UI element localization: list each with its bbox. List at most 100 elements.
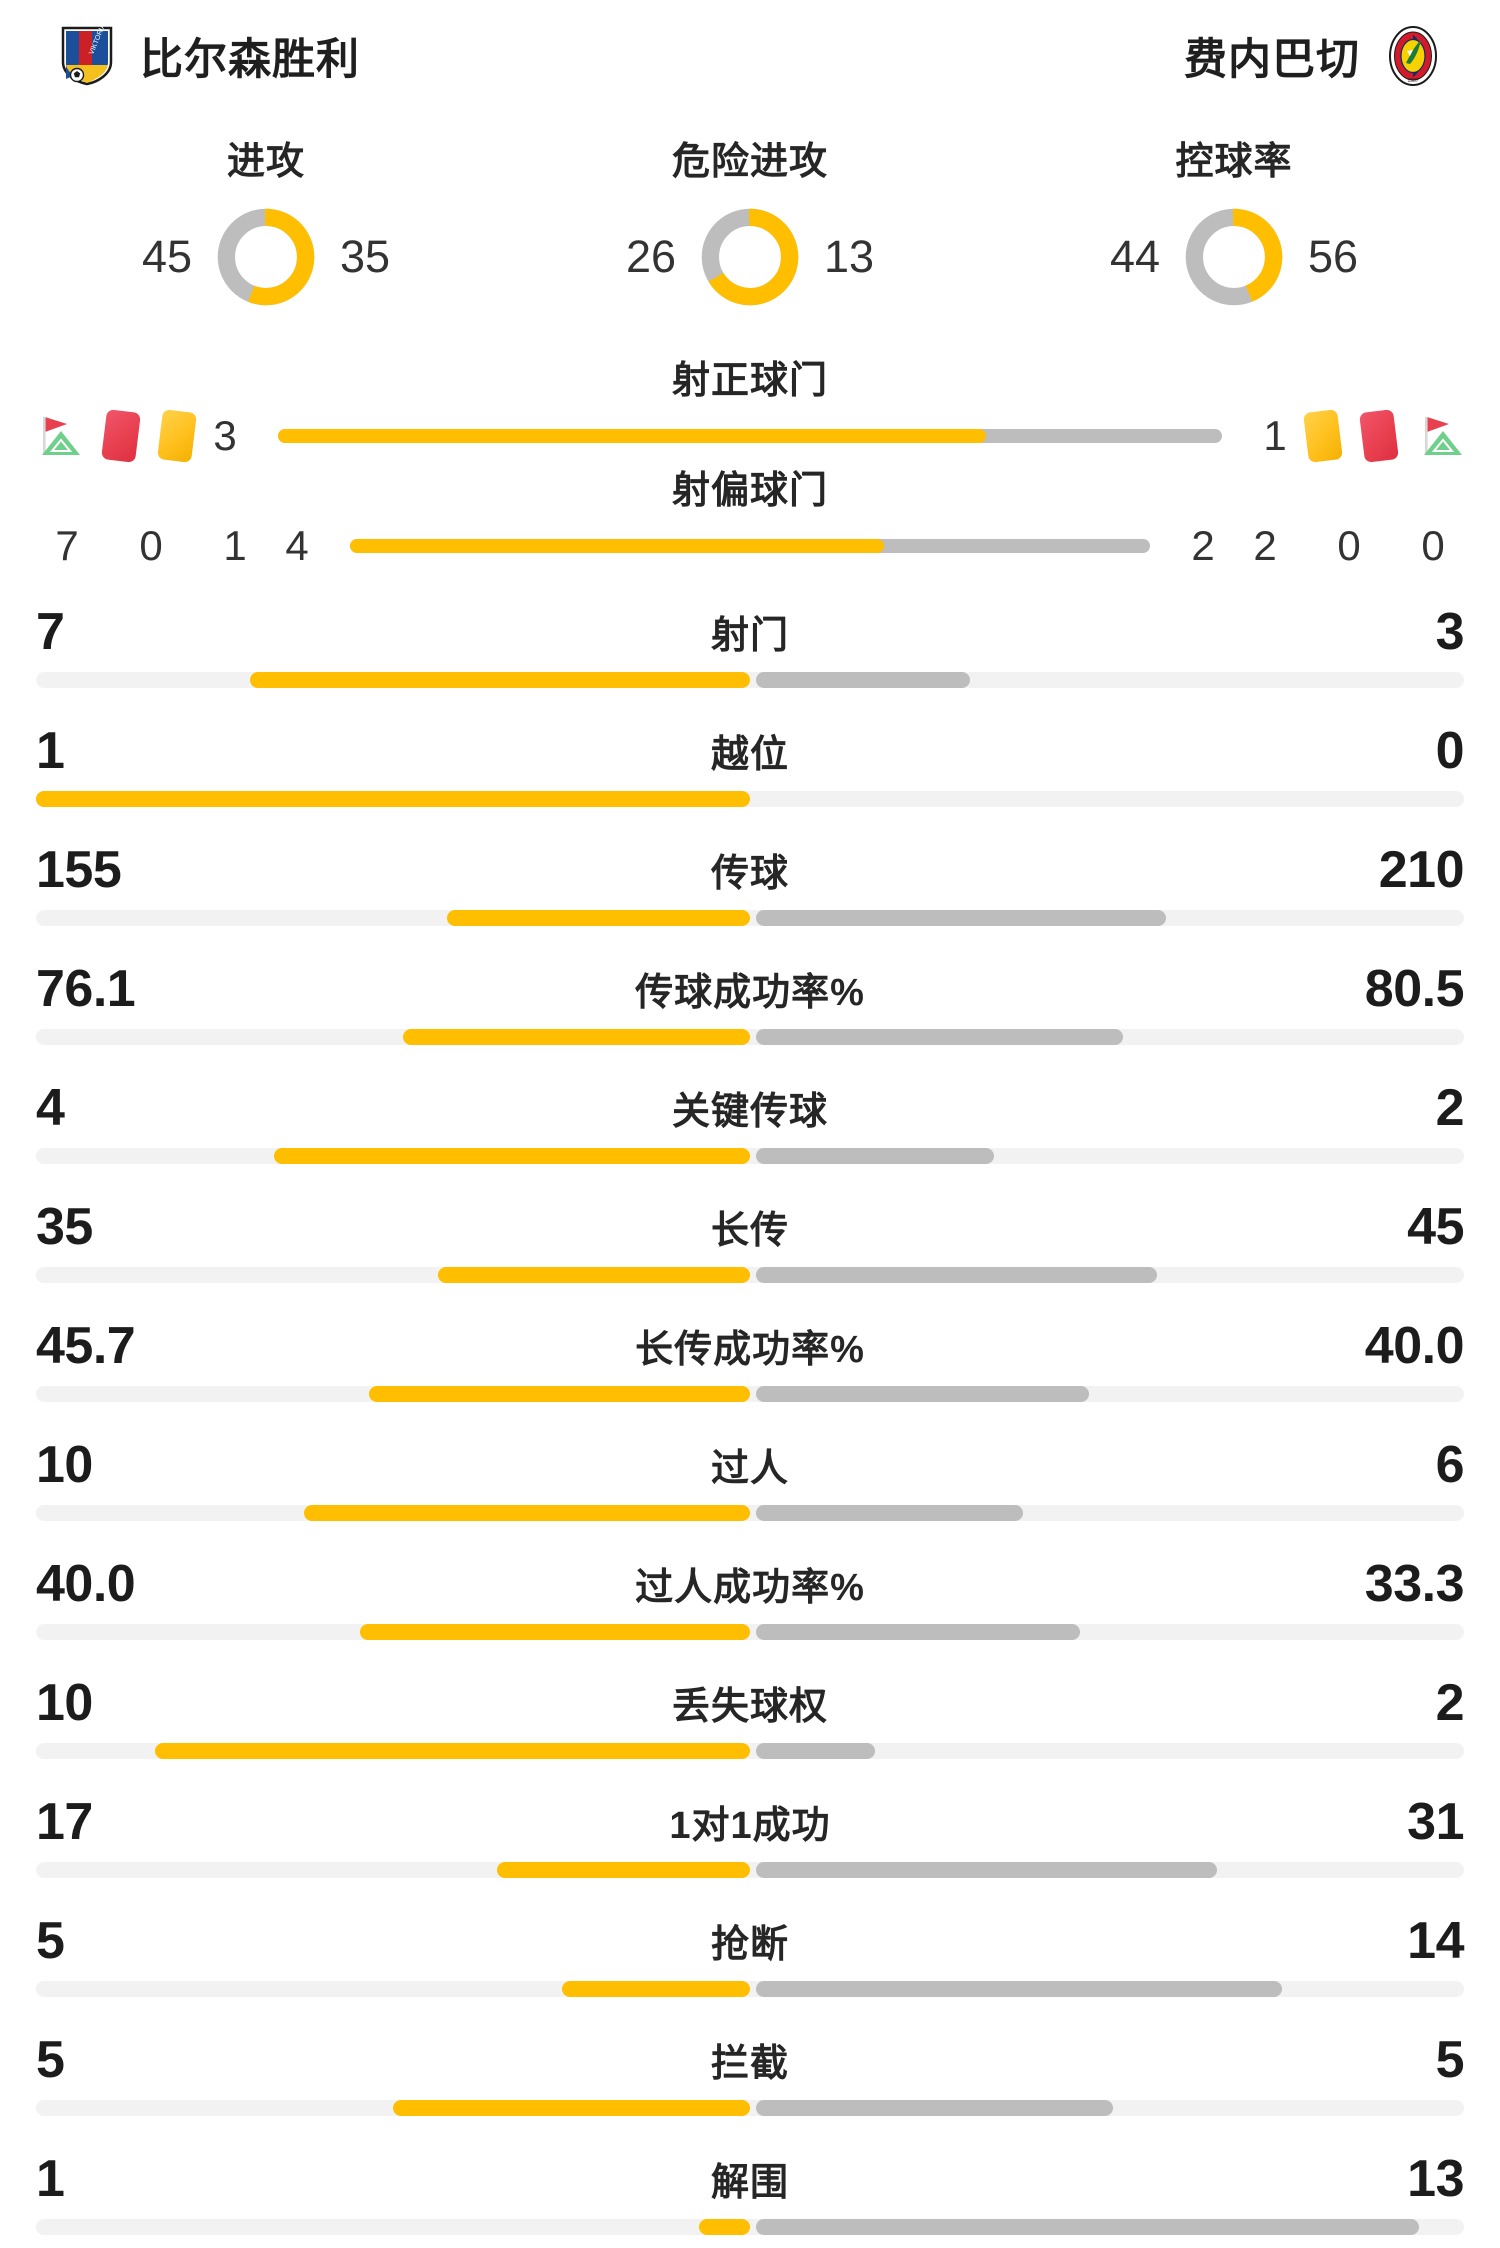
match-header: VIKTORIA 比尔森胜利 费内巴切 1907 — [0, 0, 1500, 112]
stat-bar-home-segment — [562, 1981, 750, 1997]
shots-on-target-away-value: 1 — [1263, 412, 1287, 459]
donut-home-value-dangerous-attacks: 26 — [625, 231, 676, 282]
home-red-cards-count: 0 — [139, 522, 163, 569]
stat-row-header: 5 抢断 14 — [36, 1891, 1465, 1970]
stat-bar-away-segment — [755, 1029, 1123, 1045]
shots-on-target-bar — [278, 429, 1222, 443]
stat-away-value: 2 — [1435, 1674, 1465, 1732]
away-team-block: 费内巴切 1907 — [1184, 25, 1440, 87]
stat-bar-away-segment — [755, 1148, 994, 1164]
stat-row-header: 76.1 传球成功率% 80.5 — [36, 939, 1465, 1018]
away-discipline-counts: 2 0 0 — [1234, 522, 1464, 570]
home-team-name: 比尔森胜利 — [140, 36, 360, 84]
shots-on-target-label: 射正球门 — [671, 360, 828, 402]
stat-home-value: 1 — [36, 2150, 65, 2208]
away-yellow-cards-count: 2 — [1253, 522, 1277, 569]
stat-home-value: 4 — [36, 1079, 65, 1137]
stat-home-value: 45.7 — [36, 1317, 136, 1375]
stat-bar-track — [36, 1029, 1464, 1045]
shots-off-target-home-value: 4 — [285, 522, 309, 569]
stat-away-value: 2 — [1435, 1079, 1465, 1137]
donut-title-dangerous-attacks: 危险进攻 — [671, 141, 828, 183]
stat-bar-home-segment — [699, 2219, 750, 2235]
corner-flag-icon — [1424, 417, 1462, 455]
red-card-icon — [101, 409, 141, 463]
stat-bar-track — [36, 1981, 1464, 1997]
stat-bar-track — [36, 1624, 1464, 1640]
stat-bar-home-segment — [274, 1148, 750, 1164]
stat-bar-away-segment — [755, 1981, 1282, 1997]
stat-away-value: 0 — [1435, 722, 1465, 780]
stat-label: 射门 — [710, 615, 789, 657]
donut-chart-attacks — [217, 208, 315, 306]
stat-away-value: 5 — [1435, 2031, 1465, 2089]
stat-bar-track — [36, 1267, 1464, 1283]
stat-home-value: 35 — [36, 1198, 93, 1256]
stat-home-value: 5 — [36, 1912, 65, 1970]
donut-summary-row: 进攻 45 35 危险进攻 26 13 控球率 44 — [0, 112, 1500, 362]
stat-row: 76.1 传球成功率% 80.5 — [36, 939, 1465, 1058]
stat-row: 1 解围 13 — [36, 2129, 1465, 2248]
stat-row-header: 17 1对1成功 31 — [36, 1772, 1465, 1848]
stat-row: 1 越位 0 — [36, 701, 1465, 820]
donut-away-value-possession: 56 — [1308, 231, 1359, 282]
stat-away-value: 13 — [1407, 2150, 1464, 2208]
shots-off-target-bar — [350, 539, 1150, 553]
donut-home-value-possession: 44 — [1109, 231, 1160, 282]
stat-bar-home-segment — [369, 1386, 750, 1402]
stat-home-value: 10 — [36, 1436, 93, 1494]
stat-row-header: 5 拦截 5 — [36, 2010, 1465, 2089]
shots-on-target-line: 3 1 — [36, 400, 1464, 472]
stat-label: 丢失球权 — [671, 1686, 828, 1728]
stat-bar-home-segment — [250, 672, 750, 688]
stat-bar-track — [36, 1743, 1464, 1759]
stat-bar-home-segment — [497, 1862, 750, 1878]
stat-home-value: 155 — [36, 841, 122, 899]
stat-label: 传球 — [710, 853, 789, 895]
stat-row: 155 传球 210 — [36, 820, 1465, 939]
stat-home-value: 76.1 — [36, 960, 136, 1018]
stat-row: 4 关键传球 2 — [36, 1058, 1465, 1177]
stat-label: 越位 — [710, 734, 789, 776]
svg-text:1907: 1907 — [1407, 78, 1418, 84]
stat-label: 过人成功率% — [635, 1567, 865, 1609]
stat-away-value: 210 — [1378, 841, 1465, 899]
stat-bar-away-segment — [755, 910, 1167, 926]
stat-bar-track — [36, 2219, 1464, 2235]
stat-row-header: 7 射门 3 — [36, 582, 1465, 658]
stat-row-header: 10 过人 6 — [36, 1415, 1465, 1494]
stat-label: 解围 — [710, 2162, 789, 2204]
stat-label: 关键传球 — [671, 1091, 828, 1133]
stat-bar-home-segment — [393, 2100, 750, 2116]
stat-row: 45.7 长传成功率% 40.0 — [36, 1296, 1465, 1415]
stat-bar-track — [36, 1862, 1464, 1878]
home-corners-count: 7 — [55, 522, 79, 569]
stat-bar-track — [36, 910, 1464, 926]
away-team-name: 费内巴切 — [1184, 36, 1360, 84]
stat-label: 1对1成功 — [669, 1805, 831, 1847]
stat-bar-away-segment — [755, 2100, 1113, 2116]
yellow-card-icon — [1303, 409, 1343, 463]
stat-bar-track — [36, 1148, 1464, 1164]
shots-off-target-away-value: 2 — [1191, 522, 1215, 569]
stat-row-header: 10 丢失球权 2 — [36, 1653, 1465, 1732]
home-discipline-icons — [36, 409, 197, 463]
stat-row: 5 拦截 5 — [36, 2010, 1465, 2129]
stat-row-header: 1 越位 0 — [36, 701, 1465, 780]
donut-attacks: 45 35 — [126, 205, 406, 309]
donut-cell-possession: 控球率 44 56 — [992, 112, 1476, 362]
donut-cell-dangerous-attacks: 危险进攻 26 13 — [508, 112, 992, 362]
donut-home-value-attacks: 45 — [141, 231, 192, 282]
stat-label: 拦截 — [710, 2043, 789, 2085]
stat-bar-away-segment — [755, 672, 970, 688]
stat-row: 35 长传 45 — [36, 1177, 1465, 1296]
discipline-and-shots-block: 射正球门 3 1 射偏球门 — [0, 362, 1500, 582]
stat-bar-away-segment — [755, 2219, 1419, 2235]
home-discipline-counts: 7 0 1 — [36, 522, 266, 570]
stat-bar-away-segment — [755, 1624, 1081, 1640]
stats-list: 7 射门 3 1 越位 0 155 传球 210 76.1 传球成功率% 80.5 4 关键传球 2 35 长传… — [0, 582, 1500, 2248]
stat-away-value: 14 — [1407, 1912, 1464, 1970]
stat-row-header: 1 解围 13 — [36, 2129, 1465, 2208]
stat-label: 长传 — [710, 1210, 789, 1252]
stat-row: 40.0 过人成功率% 33.3 — [36, 1534, 1465, 1653]
